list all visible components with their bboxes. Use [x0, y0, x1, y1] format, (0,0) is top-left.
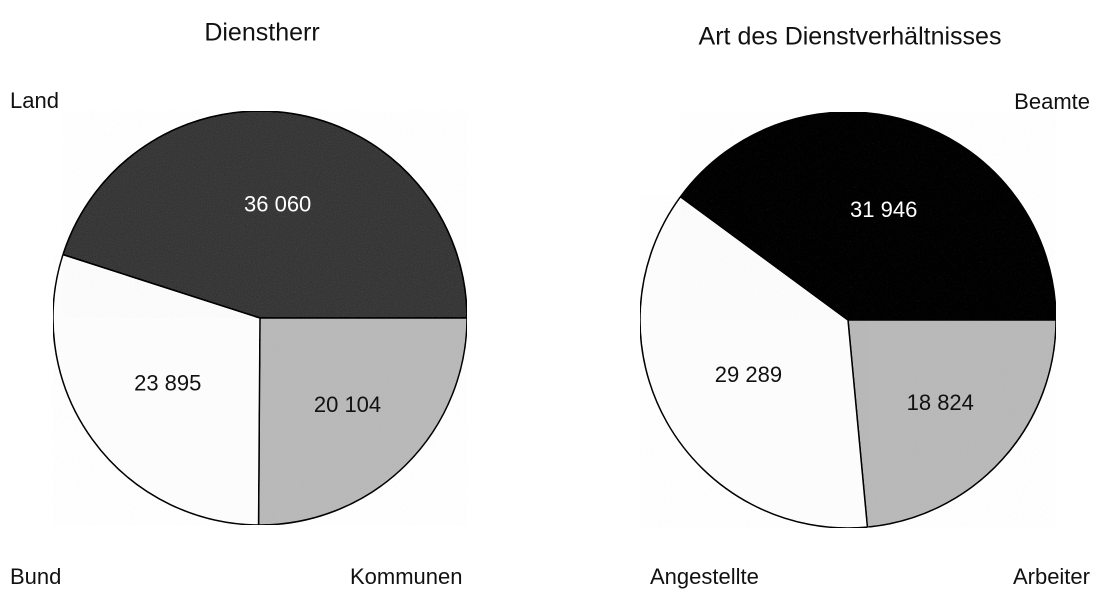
category-label: Bund [10, 564, 61, 589]
value-label: 31 946 [850, 197, 917, 222]
chart-title: Art des Dienstverhältnisses [699, 23, 1002, 51]
pie-slice [52, 253, 261, 526]
pie-slice [639, 195, 869, 529]
pie-slice [847, 319, 1057, 528]
value-label: 29 289 [715, 362, 782, 387]
category-label: Arbeiter [1013, 564, 1090, 589]
chart-title: Dienstherr [204, 19, 319, 47]
pie-slice [679, 111, 1057, 321]
pie-slice [62, 110, 468, 319]
value-label: 36 060 [244, 191, 311, 216]
category-label: Kommunen [350, 564, 463, 589]
value-label: 18 824 [907, 390, 974, 415]
value-label: 20 104 [314, 392, 381, 417]
pie-slice [257, 317, 468, 526]
category-label: Land [10, 88, 59, 113]
category-label: Angestellte [650, 564, 759, 589]
value-label: 23 895 [134, 371, 201, 396]
category-label: Beamte [1014, 89, 1090, 114]
